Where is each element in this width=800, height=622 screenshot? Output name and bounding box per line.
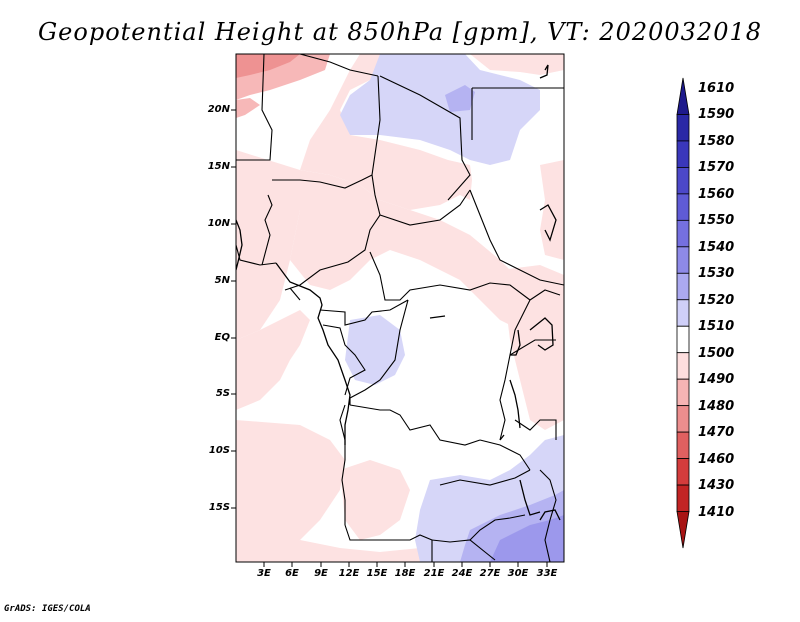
colorbar-label: 1410	[698, 504, 735, 520]
lon-label-9e: 9E	[314, 568, 328, 579]
colorbar-segment	[676, 431, 690, 459]
colorbar-segment	[676, 114, 690, 142]
lat-label-15s: 15S	[208, 502, 230, 513]
colorbar-label: 1500	[698, 345, 735, 361]
lat-label-eq: EQ	[214, 332, 230, 343]
lon-ticks	[263, 562, 548, 567]
lon-label-12e: 12E	[338, 568, 360, 579]
colorbar-label: 1560	[698, 186, 735, 202]
colorbar-segment	[676, 140, 690, 168]
shading-1480	[236, 54, 300, 78]
lon-label-27e: 27E	[479, 568, 501, 579]
lon-label-15e: 15E	[366, 568, 388, 579]
coastlines	[236, 64, 561, 521]
colorbar-label: 1530	[698, 266, 735, 282]
map-plot-area	[236, 54, 564, 562]
colorbar-segment	[676, 378, 690, 407]
colorbar-label: 1550	[698, 213, 735, 229]
colorbar-segment	[676, 511, 690, 549]
lon-label-30e: 30E	[507, 568, 529, 579]
colorbar-segment	[676, 193, 690, 221]
colorbar-label: 1460	[698, 451, 735, 467]
shading-1540	[490, 515, 564, 562]
colorbar-label: 1610	[698, 81, 735, 96]
colorbar-label: 1490	[698, 372, 735, 388]
colorbar-label: 1520	[698, 292, 735, 308]
lon-label-3e: 3E	[257, 568, 271, 579]
colorbar-segment	[676, 352, 690, 380]
lon-label-6e: 6E	[285, 568, 299, 579]
colorbar-segment	[676, 219, 690, 248]
colorbar-segment	[676, 405, 690, 433]
colorbar-label: 1590	[698, 107, 735, 123]
lon-label-21e: 21E	[423, 568, 445, 579]
colorbar-segment	[676, 325, 690, 354]
lat-label-15n: 15N	[207, 161, 230, 172]
lat-label-5n: 5N	[214, 275, 230, 286]
map-frame	[235, 53, 565, 563]
colorbar-segment	[676, 167, 690, 195]
colorbar-segment	[676, 484, 690, 512]
lat-label-20n: 20N	[207, 104, 230, 115]
lat-label-10n: 10N	[207, 218, 230, 229]
grads-credit: GrADS: IGES/COLA	[4, 604, 91, 614]
colorbar-segment	[676, 272, 690, 301]
lon-label-24e: 24E	[451, 568, 473, 579]
shading-1500	[236, 54, 564, 562]
colorbar-segment	[676, 77, 690, 115]
lon-label-33e: 33E	[536, 568, 558, 579]
colorbar-segment	[676, 246, 690, 274]
lat-label-5s: 5S	[215, 388, 230, 399]
colorbar-label: 1580	[698, 133, 735, 149]
colorbar-label: 1510	[698, 319, 735, 335]
colorbar	[676, 77, 690, 549]
lat-ticks	[231, 109, 236, 509]
colorbar-label: 1430	[698, 478, 735, 494]
colorbar-segment	[676, 458, 690, 486]
colorbar-segment	[676, 299, 690, 327]
map-title: Geopotential Height at 850hPa [gpm], VT:…	[38, 18, 762, 46]
colorbar-label: 1570	[698, 160, 735, 176]
colorbar-label: 1470	[698, 425, 735, 441]
lat-label-10s: 10S	[208, 445, 230, 456]
lon-label-18e: 18E	[394, 568, 416, 579]
colorbar-label: 1480	[698, 398, 735, 414]
colorbar-label: 1540	[698, 239, 735, 255]
